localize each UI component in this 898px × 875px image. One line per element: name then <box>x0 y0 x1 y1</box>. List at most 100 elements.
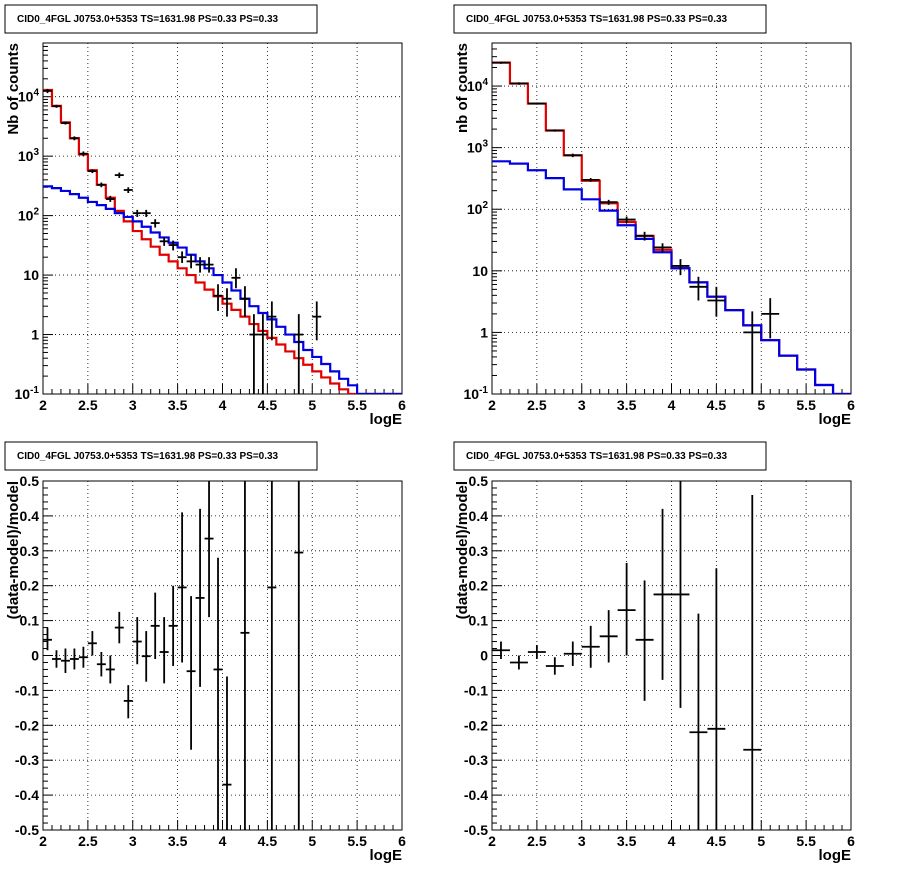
y-axis-title: Nb of counts <box>5 43 22 135</box>
tick-base: 10 <box>15 386 31 402</box>
x-tick-label: 3.5 <box>168 833 188 849</box>
y-tick-label: -0.3 <box>464 752 488 768</box>
x-tick-label: 5.5 <box>796 397 816 413</box>
y-tick-label: 1 <box>480 324 488 340</box>
data-points <box>492 481 762 830</box>
data-points <box>43 88 322 394</box>
title-box <box>453 4 767 34</box>
tick-exponent: 2 <box>482 200 488 211</box>
title-box <box>4 4 318 34</box>
y-tick-label: -0.5 <box>15 822 39 838</box>
x-tick-label: 3 <box>129 397 137 413</box>
y-tick-label: -0.2 <box>464 717 488 733</box>
x-tick-label: 5 <box>757 397 765 413</box>
x-tick-label: 5 <box>308 397 316 413</box>
x-tick-label: 5 <box>308 833 316 849</box>
x-tick-label: 6 <box>847 397 855 413</box>
x-tick-label: 4.5 <box>258 833 278 849</box>
grid <box>43 43 402 394</box>
axis-ticks <box>42 480 403 831</box>
tick-base: 10 <box>467 201 483 217</box>
tick-base: 10 <box>467 140 483 156</box>
y-tick-label: -0.5 <box>464 822 488 838</box>
y-tick-label: 0.5 <box>20 473 40 489</box>
model-step-series-1 <box>492 61 851 394</box>
y-tick-label: 0.3 <box>469 543 489 559</box>
x-tick-label: 5 <box>757 833 765 849</box>
y-tick-label: 104 <box>18 88 40 105</box>
x-tick-label: 3.5 <box>617 397 637 413</box>
x-tick-label: 4.5 <box>707 397 727 413</box>
y-tick-label: 0.4 <box>20 508 40 524</box>
chart-title: CID0_4FGL J0753.0+5353 TS=1631.98 PS=0.3… <box>17 14 279 25</box>
grid <box>492 481 851 830</box>
y-tick-label: -0.1 <box>15 682 39 698</box>
y-tick-label: 0.4 <box>469 508 489 524</box>
y-axis-title: (data-model)/model <box>5 481 22 619</box>
tick-exponent: 2 <box>33 207 39 218</box>
chart-panel-1: CID0_4FGL J0753.0+5353 TS=1631.98 PS=0.3… <box>4 4 406 428</box>
y-tick-label: 102 <box>467 200 489 217</box>
y-tick-label: 103 <box>18 147 40 164</box>
chart-title: CID0_4FGL J0753.0+5353 TS=1631.98 PS=0.3… <box>466 451 728 462</box>
axis-ticks <box>491 42 852 395</box>
x-tick-label: 4 <box>668 397 676 413</box>
x-axis-title: logE <box>370 411 403 428</box>
y-axis-title: (data-model)/model <box>454 481 471 619</box>
title-box <box>4 441 318 471</box>
x-tick-label: 3.5 <box>168 397 188 413</box>
y-tick-label: 103 <box>467 139 489 156</box>
tick-exponent: -1 <box>479 385 488 396</box>
tick-base: 10 <box>18 148 34 164</box>
tick-exponent: 4 <box>33 88 39 99</box>
tick-exponent: 3 <box>482 139 488 150</box>
chart-panel-2: CID0_4FGL J0753.0+5353 TS=1631.98 PS=0.3… <box>453 4 855 428</box>
title-box <box>453 441 767 471</box>
x-tick-label: 4 <box>219 397 227 413</box>
tick-exponent: 4 <box>482 77 488 88</box>
x-tick-label: 3 <box>129 833 137 849</box>
x-axis-title: logE <box>370 847 403 864</box>
x-tick-label: 5.5 <box>796 833 816 849</box>
data-layer <box>492 61 851 394</box>
x-tick-label: 4 <box>219 833 227 849</box>
chart-panel-4: CID0_4FGL J0753.0+5353 TS=1631.98 PS=0.3… <box>453 441 855 864</box>
x-tick-label: 2.5 <box>527 397 547 413</box>
chart-title: CID0_4FGL J0753.0+5353 TS=1631.98 PS=0.3… <box>17 451 279 462</box>
y-tick-label: -0.4 <box>15 787 39 803</box>
y-tick-label: 0 <box>31 648 39 664</box>
x-tick-label: 4.5 <box>258 397 278 413</box>
y-tick-label: 10-1 <box>15 385 40 402</box>
y-tick-label: 102 <box>18 207 40 224</box>
grid <box>43 481 402 830</box>
y-tick-label: 0.5 <box>469 473 489 489</box>
y-tick-label: 10-1 <box>464 385 489 402</box>
data-points <box>43 481 304 830</box>
y-tick-label: -0.2 <box>15 717 39 733</box>
tick-base: 10 <box>18 208 34 224</box>
y-tick-label: 104 <box>467 77 489 94</box>
y-tick-label: 0 <box>480 648 488 664</box>
x-tick-label: 6 <box>398 833 406 849</box>
y-axis-title: nb of counts <box>454 43 471 133</box>
y-tick-label: 0.2 <box>469 578 489 594</box>
x-axis-title: logE <box>819 411 852 428</box>
tick-base: 10 <box>467 78 483 94</box>
chart-title: CID0_4FGL J0753.0+5353 TS=1631.98 PS=0.3… <box>466 14 728 25</box>
y-tick-label: -0.1 <box>464 682 488 698</box>
y-tick-label: 1 <box>31 327 39 343</box>
y-tick-label: 10 <box>23 267 39 283</box>
y-tick-label: 0.1 <box>469 613 489 629</box>
x-tick-label: 4.5 <box>707 833 727 849</box>
tick-exponent: -1 <box>30 385 39 396</box>
chart-panel-3: CID0_4FGL J0753.0+5353 TS=1631.98 PS=0.3… <box>4 441 406 864</box>
tick-base: 10 <box>18 89 34 105</box>
x-tick-label: 2 <box>488 397 496 413</box>
model-step-series-2 <box>43 185 402 394</box>
y-tick-label: -0.4 <box>464 787 488 803</box>
grid <box>492 43 851 394</box>
y-tick-label: 0.2 <box>20 578 40 594</box>
x-tick-label: 2 <box>39 397 47 413</box>
axis-ticks <box>491 480 852 831</box>
